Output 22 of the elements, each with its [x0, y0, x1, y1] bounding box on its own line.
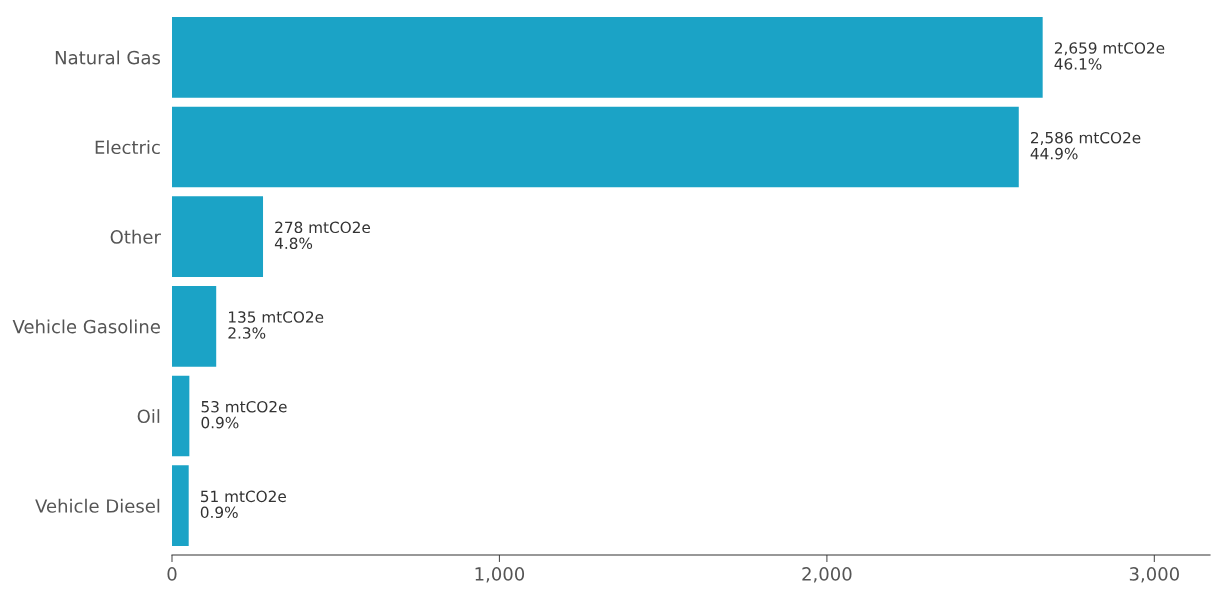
bar: [172, 16, 1043, 98]
data-label: 2,586 mtCO2e 44.9%: [1030, 131, 1141, 160]
bar: [172, 285, 217, 367]
y-tick-label: Electric: [95, 140, 160, 155]
bar: [172, 106, 1019, 188]
x-tick-label: 2,000: [802, 567, 852, 583]
x-tick-label: 1,000: [475, 567, 525, 583]
data-label: 53 mtCO2e 0.9%: [201, 400, 287, 429]
bar: [172, 375, 190, 457]
bar: [172, 196, 264, 278]
y-tick-label: Other: [110, 229, 161, 244]
y-tick-label: Natural Gas: [55, 50, 161, 65]
y-tick-label: Oil: [137, 409, 160, 424]
x-tick-label: 3,000: [1129, 567, 1179, 583]
bar: [172, 465, 189, 547]
y-tick-label: Vehicle Gasoline: [12, 319, 160, 334]
data-label: 51 mtCO2e 0.9%: [200, 490, 286, 519]
data-label: 278 mtCO2e 4.8%: [274, 221, 371, 250]
data-label: 135 mtCO2e 2.3%: [228, 311, 324, 339]
x-tick-label: 0: [167, 567, 177, 581]
data-label: 2,659 mtCO2e 46.1%: [1054, 42, 1165, 70]
y-tick-label: Vehicle Diesel: [35, 498, 160, 513]
